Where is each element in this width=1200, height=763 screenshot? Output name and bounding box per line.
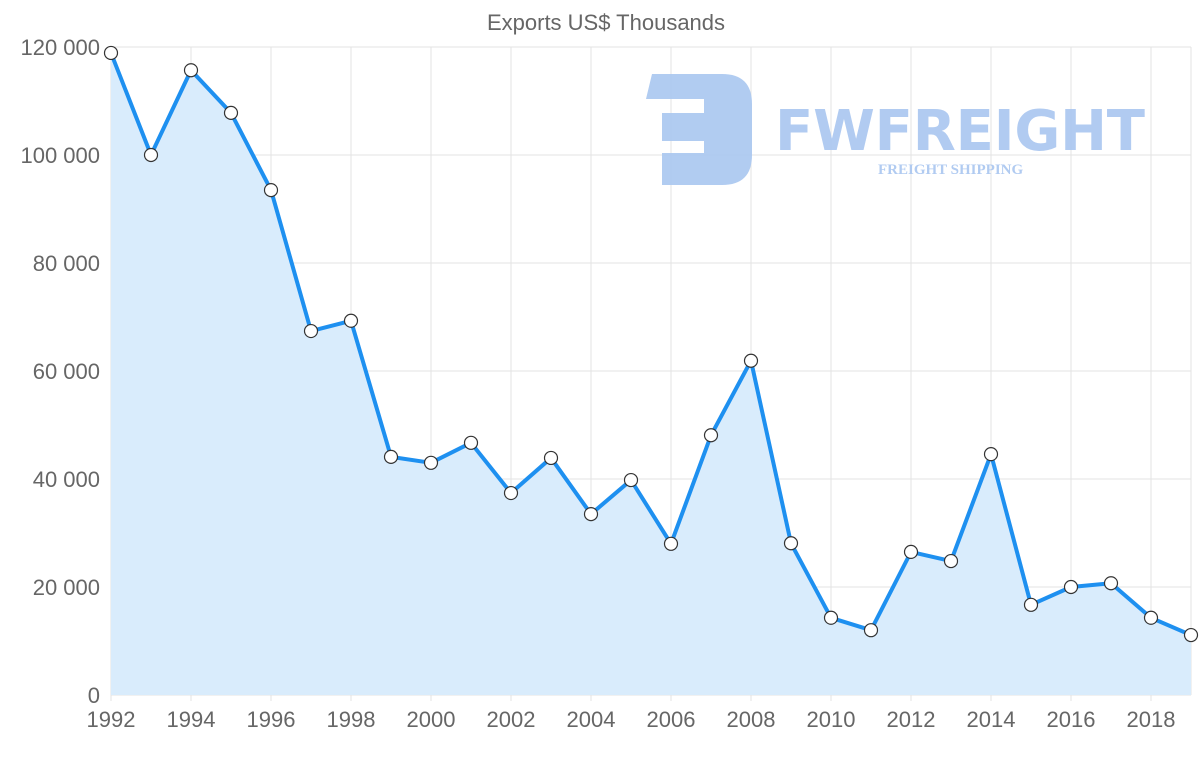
y-tick-label: 100 000 xyxy=(20,143,100,168)
x-tick-label: 2002 xyxy=(487,707,536,732)
logo-mark-icon xyxy=(646,74,752,185)
data-point-2010[interactable] xyxy=(823,610,839,625)
y-tick-label: 80 000 xyxy=(33,251,100,276)
chart-title: Exports US$ Thousands xyxy=(487,10,725,35)
y-tick-label: 20 000 xyxy=(33,575,100,600)
series-line xyxy=(109,52,1192,637)
data-point-2018[interactable] xyxy=(1143,610,1159,625)
x-tick-label: 2000 xyxy=(407,707,456,732)
data-point-2001[interactable] xyxy=(463,435,479,450)
x-tick-label: 2012 xyxy=(887,707,936,732)
x-tick-label: 1998 xyxy=(327,707,376,732)
data-point-1993[interactable] xyxy=(143,147,159,163)
watermark-tagline: FREIGHT SHIPPING xyxy=(878,162,1023,178)
x-tick-label: 2010 xyxy=(807,707,856,732)
data-point-2008[interactable] xyxy=(743,353,759,368)
data-point-1997[interactable] xyxy=(303,323,319,339)
area-fill xyxy=(111,52,1191,695)
y-axis-ticks: 0 20 000 40 000 60 000 80 000 100 000 120 000 xyxy=(20,35,100,708)
data-point-2012[interactable] xyxy=(903,544,919,560)
data-point-2003[interactable] xyxy=(543,450,559,466)
data-point-1998[interactable] xyxy=(343,313,359,328)
y-tick-label: 120 000 xyxy=(20,35,100,60)
data-point-2014[interactable] xyxy=(983,447,999,462)
data-point-1996[interactable] xyxy=(263,183,279,198)
x-tick-label: 2004 xyxy=(567,707,616,732)
data-point-2015[interactable] xyxy=(1023,597,1039,612)
data-point-2013[interactable] xyxy=(943,553,959,569)
data-points xyxy=(103,45,1199,643)
data-point-1994[interactable] xyxy=(183,63,199,78)
data-point-2002[interactable] xyxy=(503,485,519,501)
y-tick-label: 0 xyxy=(88,683,100,708)
data-point-2006[interactable] xyxy=(663,536,679,551)
watermark-brand: FWFREIGHT xyxy=(775,99,1145,164)
y-tick-label: 60 000 xyxy=(33,359,100,384)
data-point-2004[interactable] xyxy=(583,506,599,522)
data-point-2017[interactable] xyxy=(1103,576,1119,591)
data-point-1999[interactable] xyxy=(383,449,399,464)
x-tick-label: 2008 xyxy=(727,707,776,732)
data-point-2000[interactable] xyxy=(423,455,439,470)
data-point-2016[interactable] xyxy=(1063,579,1079,595)
data-point-2009[interactable] xyxy=(783,536,799,551)
y-tick-label: 40 000 xyxy=(33,467,100,492)
x-tick-label: 1992 xyxy=(87,707,136,732)
data-point-2011[interactable] xyxy=(863,623,879,638)
data-point-1995[interactable] xyxy=(223,105,239,120)
data-point-2007[interactable] xyxy=(703,428,719,443)
x-tick-label: 2018 xyxy=(1127,707,1176,732)
fwfreight-watermark-logo: FWFREIGHT FREIGHT SHIPPING xyxy=(646,74,1145,185)
x-tick-label: 1994 xyxy=(167,707,216,732)
x-tick-label: 2006 xyxy=(647,707,696,732)
x-tick-label: 2016 xyxy=(1047,707,1096,732)
data-point-2019[interactable] xyxy=(1183,627,1199,643)
x-axis-ticks: 1992 1994 1996 1998 2000 2002 2004 2006 2008 2010… xyxy=(87,707,1176,732)
data-point-2005[interactable] xyxy=(623,472,639,488)
data-point-1992[interactable] xyxy=(103,45,119,61)
x-tick-label: 2014 xyxy=(967,707,1016,732)
x-tick-label: 1996 xyxy=(247,707,296,732)
